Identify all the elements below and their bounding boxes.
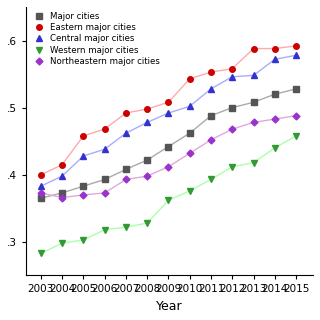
Central major cities [124,131,128,135]
Northeastern major cities [294,114,298,118]
Central major cities [39,184,43,188]
X-axis label: Year: Year [156,300,183,313]
Central major cities [294,53,298,57]
Major cities [39,196,43,200]
Legend: Major cities, Eastern major cities, Central major cities, Western major cities, : Major cities, Eastern major cities, Cent… [30,11,161,67]
Major cities [166,145,170,148]
Northeastern major cities [209,138,213,142]
Major cities [273,92,277,96]
Eastern major cities [82,134,85,138]
Eastern major cities [294,44,298,48]
Central major cities [60,174,64,178]
Line: Eastern major cities: Eastern major cities [38,43,299,178]
Northeastern major cities [273,117,277,121]
Western major cities [124,225,128,229]
Western major cities [60,241,64,245]
Major cities [252,100,255,104]
Major cities [60,191,64,195]
Eastern major cities [230,67,234,71]
Western major cities [103,228,107,232]
Central major cities [103,147,107,151]
Line: Western major cities: Western major cities [38,133,299,256]
Northeastern major cities [166,165,170,169]
Major cities [188,131,192,135]
Major cities [124,167,128,171]
Major cities [145,158,149,162]
Eastern major cities [124,111,128,115]
Eastern major cities [103,127,107,131]
Western major cities [188,189,192,193]
Major cities [82,184,85,188]
Central major cities [230,75,234,79]
Western major cities [39,252,43,255]
Central major cities [145,121,149,124]
Major cities [230,106,234,109]
Eastern major cities [209,70,213,74]
Northeastern major cities [188,151,192,155]
Eastern major cities [60,163,64,167]
Northeastern major cities [60,196,64,199]
Line: Major cities: Major cities [38,86,299,201]
Eastern major cities [145,107,149,111]
Western major cities [230,165,234,169]
Line: Northeastern major cities: Northeastern major cities [38,113,299,200]
Central major cities [166,111,170,115]
Major cities [294,87,298,91]
Northeastern major cities [252,121,255,124]
Western major cities [252,161,255,164]
Northeastern major cities [39,191,43,195]
Western major cities [145,221,149,225]
Northeastern major cities [124,178,128,181]
Central major cities [273,57,277,61]
Eastern major cities [166,100,170,104]
Western major cities [209,178,213,181]
Eastern major cities [252,47,255,51]
Central major cities [188,104,192,108]
Western major cities [166,198,170,202]
Western major cities [294,134,298,138]
Major cities [209,114,213,118]
Line: Central major cities: Central major cities [38,52,299,189]
Major cities [103,178,107,181]
Eastern major cities [39,173,43,177]
Northeastern major cities [82,193,85,197]
Central major cities [252,74,255,77]
Central major cities [82,154,85,158]
Eastern major cities [273,47,277,51]
Western major cities [273,146,277,150]
Northeastern major cities [145,174,149,178]
Eastern major cities [188,77,192,81]
Northeastern major cities [103,191,107,195]
Western major cities [82,238,85,242]
Central major cities [209,87,213,91]
Northeastern major cities [230,127,234,131]
